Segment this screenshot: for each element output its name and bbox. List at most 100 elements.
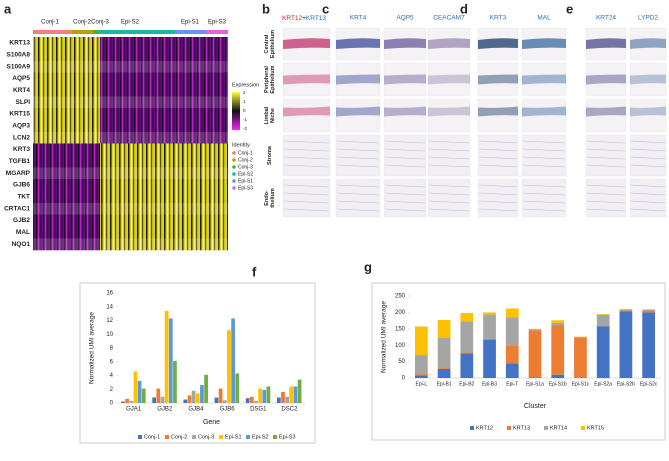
legend-label: Epi-S2 bbox=[252, 434, 269, 440]
heatmap-block bbox=[93, 48, 100, 61]
legend-swatch bbox=[246, 435, 250, 439]
bar bbox=[258, 388, 262, 403]
y-tick-label: 50 bbox=[398, 359, 405, 365]
x-tick-label: GJB6 bbox=[220, 407, 236, 413]
stroma-fiber bbox=[586, 184, 626, 188]
stroma-fiber bbox=[478, 148, 518, 152]
stroma-fiber bbox=[336, 140, 380, 144]
identity-dot bbox=[232, 158, 236, 162]
heatmap-block bbox=[206, 143, 228, 156]
x-tick-label: Epi-S2c bbox=[640, 381, 658, 387]
stroma-fiber bbox=[336, 184, 380, 188]
stroma-fiber bbox=[522, 140, 566, 144]
x-tick-label: GJB2 bbox=[157, 407, 173, 413]
bar-segment bbox=[505, 345, 519, 364]
bar bbox=[141, 388, 146, 403]
stroma-fiber bbox=[336, 156, 380, 160]
y-tick-label: 8 bbox=[110, 346, 114, 352]
heatmap-block bbox=[100, 84, 175, 97]
micrograph bbox=[585, 62, 627, 97]
y-tick-label: 4 bbox=[110, 373, 114, 379]
gene-label: LCN2 bbox=[13, 134, 30, 141]
bar-segment bbox=[528, 330, 542, 378]
stroma-fiber bbox=[384, 184, 426, 188]
epithelium bbox=[428, 38, 470, 49]
heatmap-block bbox=[175, 179, 206, 192]
gene-label: GJB2 bbox=[13, 217, 30, 224]
micrograph bbox=[477, 178, 519, 218]
epithelium bbox=[384, 38, 426, 49]
epithelium bbox=[428, 106, 470, 117]
bar bbox=[183, 399, 188, 403]
marker-title: KRT24 bbox=[596, 15, 616, 22]
stroma-fiber bbox=[283, 184, 330, 188]
epithelium bbox=[586, 106, 626, 117]
heatmap-block bbox=[206, 155, 228, 168]
micrograph bbox=[585, 98, 627, 133]
heatmap-block bbox=[93, 167, 100, 180]
micrograph bbox=[521, 178, 567, 218]
gene-label: MGARP bbox=[6, 170, 31, 177]
heatmap-block bbox=[100, 96, 175, 109]
epithelium bbox=[478, 106, 518, 117]
scale-tick: 1 bbox=[243, 99, 246, 104]
heatmap-block bbox=[33, 238, 72, 251]
heatmap-block bbox=[33, 179, 72, 192]
bar bbox=[214, 397, 219, 403]
bar-segment bbox=[437, 367, 451, 369]
stroma-fiber bbox=[522, 148, 566, 152]
stroma-fiber bbox=[428, 208, 470, 212]
stroma-fiber bbox=[384, 192, 426, 196]
legend-swatch bbox=[507, 426, 511, 430]
heatmap-block bbox=[72, 179, 93, 192]
bar bbox=[281, 392, 285, 403]
row-label-line: Central bbox=[264, 34, 270, 53]
legend-label: Conj-3 bbox=[198, 434, 214, 440]
bar-segment bbox=[551, 322, 565, 326]
x-axis-title: Cluster bbox=[524, 403, 547, 410]
epithelium bbox=[283, 106, 330, 117]
heatmap-block bbox=[33, 214, 72, 227]
x-tick-label: Epi-S2b bbox=[617, 381, 635, 387]
bar bbox=[187, 395, 192, 403]
micrograph bbox=[477, 98, 519, 133]
micrograph bbox=[383, 62, 427, 97]
heatmap-block bbox=[100, 48, 175, 61]
heatmap-block bbox=[100, 202, 175, 215]
epithelium bbox=[522, 106, 566, 117]
bar bbox=[133, 371, 138, 403]
legend-label: KRT15 bbox=[587, 425, 604, 431]
identity-dot bbox=[232, 172, 236, 176]
x-tick-label: Epi-T bbox=[506, 381, 518, 387]
row-label-line: Endo- bbox=[264, 190, 270, 206]
epithelium bbox=[522, 74, 566, 85]
legend-swatch bbox=[219, 435, 223, 439]
legend-swatch bbox=[138, 435, 142, 439]
x-axis-title: Gene bbox=[203, 419, 220, 426]
y-axis-title: Normalized UMI average bbox=[89, 312, 96, 384]
gene-label: KRT15 bbox=[9, 111, 30, 118]
stroma-fiber bbox=[586, 192, 626, 196]
stroma-fiber bbox=[283, 148, 330, 152]
gene-label: SLPI bbox=[16, 99, 31, 106]
legend-swatch bbox=[544, 426, 548, 430]
heatmap-block bbox=[175, 119, 206, 132]
stroma-fiber bbox=[283, 200, 330, 204]
x-tick-label: Epi-S2a bbox=[594, 381, 612, 387]
heatmap-block bbox=[206, 190, 228, 203]
bar-segment bbox=[460, 352, 474, 354]
epithelium bbox=[428, 74, 470, 85]
identity-label: Conj-3 bbox=[238, 164, 253, 170]
bar bbox=[235, 373, 240, 403]
heatmap-block bbox=[33, 60, 72, 73]
micrograph bbox=[521, 134, 567, 177]
heatmap-block bbox=[100, 119, 175, 132]
heatmap-block bbox=[175, 190, 206, 203]
y-tick-label: 16 bbox=[106, 291, 113, 297]
bar bbox=[152, 397, 157, 403]
identity-bar bbox=[100, 30, 175, 34]
bar-segment bbox=[528, 328, 542, 330]
legend-swatch bbox=[581, 426, 585, 430]
heatmap-block bbox=[93, 72, 100, 85]
gene-label: KRT13 bbox=[9, 40, 30, 47]
